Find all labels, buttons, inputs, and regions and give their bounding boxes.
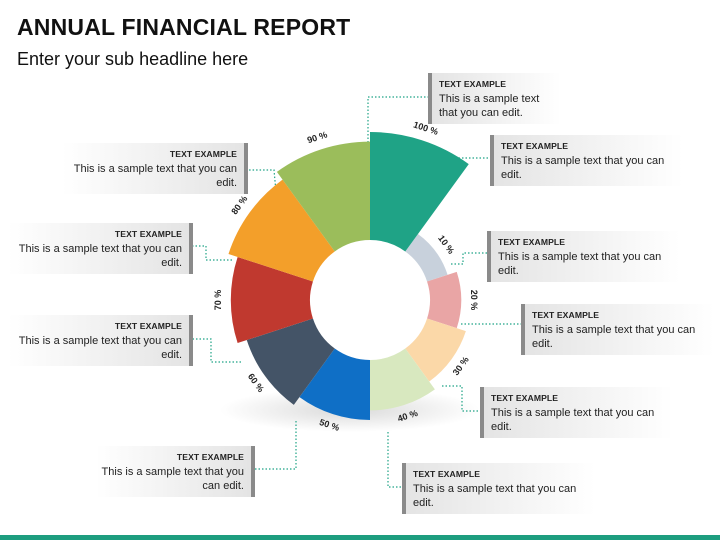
pie-slice-90: [276, 141, 370, 252]
callout-text: This is a sample text that you can edit.: [498, 251, 662, 277]
connector-70: [182, 245, 232, 261]
callout-50: TEXT EXAMPLE This is a sample text that …: [96, 446, 255, 497]
callout-text: This is a sample text that you can edit.: [413, 483, 577, 509]
callout-heading: TEXT EXAMPLE: [169, 149, 237, 159]
pie-slice-60: [246, 318, 335, 405]
callout-70: TEXT EXAMPLE This is a sample text that …: [8, 223, 193, 274]
connector-60: [182, 338, 241, 363]
connector-80: [237, 169, 277, 193]
pie-slice-30: [405, 318, 466, 382]
page-title: ANNUAL FINANCIAL REPORT: [17, 14, 351, 40]
pie-slice-70: [230, 256, 313, 344]
pie-slice-20: [427, 271, 462, 329]
callout-10: TEXT EXAMPLE This is a sample text that …: [487, 231, 680, 282]
slice-label-60: 60 %: [246, 372, 266, 394]
pie-slice-80: [228, 179, 335, 282]
callout-40: TEXT EXAMPLE This is a sample text that …: [402, 463, 595, 514]
callout-text: This is a sample text that you can edit.: [73, 163, 237, 189]
callout-text: This is a sample text that you can edit.: [532, 324, 696, 350]
page-subtitle: Enter your sub headline here: [17, 49, 249, 69]
callout-30: TEXT EXAMPLE This is a sample text that …: [480, 387, 673, 438]
callout-text: This is a sample text that you can edit.: [439, 93, 540, 119]
callout-text: This is a sample text that you can edit.: [491, 407, 655, 433]
pie-slice-100: [370, 132, 469, 252]
callout-text: This is a sample text that you can edit.: [18, 335, 182, 361]
slice-label-20: 20 %: [469, 290, 479, 311]
slice-label-90: 90 %: [306, 129, 329, 145]
callout-heading: TEXT EXAMPLE: [498, 237, 566, 247]
pie-slice-10: [405, 233, 448, 282]
callout-20: TEXT EXAMPLE This is a sample text that …: [521, 304, 714, 355]
callout-heading: TEXT EXAMPLE: [413, 469, 481, 479]
callout-60: TEXT EXAMPLE This is a sample text that …: [8, 315, 193, 366]
connector-40: [387, 432, 402, 488]
slice-label-10: 10 %: [436, 233, 456, 255]
callout-heading: TEXT EXAMPLE: [176, 452, 244, 462]
callout-heading: TEXT EXAMPLE: [114, 229, 182, 239]
slice-label-80: 80 %: [229, 194, 249, 216]
callout-80: TEXT EXAMPLE This is a sample text that …: [62, 143, 248, 194]
pie-slices: [228, 132, 469, 420]
slice-label-30: 30 %: [451, 355, 471, 377]
callout-90: TEXT EXAMPLE This is a sample text that …: [428, 73, 561, 124]
callout-text: This is a sample text that you can edit.: [101, 466, 244, 492]
pie-slice-40: [370, 348, 435, 411]
pie-slice-50: [299, 348, 370, 420]
callout-heading: TEXT EXAMPLE: [114, 321, 182, 331]
callout-heading: TEXT EXAMPLE: [439, 79, 507, 89]
connector-10: [451, 252, 487, 265]
callout-heading: TEXT EXAMPLE: [501, 141, 569, 151]
connector-90: [367, 96, 428, 160]
callout-heading: TEXT EXAMPLE: [532, 310, 600, 320]
callout-text: This is a sample text that you can edit.: [501, 155, 665, 181]
footer-accent-bar: [0, 535, 720, 540]
slice-label-70: 70 %: [213, 290, 223, 311]
callout-heading: TEXT EXAMPLE: [491, 393, 559, 403]
connector-30: [442, 385, 480, 412]
callout-100: TEXT EXAMPLE This is a sample text that …: [490, 135, 683, 186]
callout-text: This is a sample text that you can edit.: [18, 243, 182, 269]
connector-lines: [182, 96, 521, 488]
